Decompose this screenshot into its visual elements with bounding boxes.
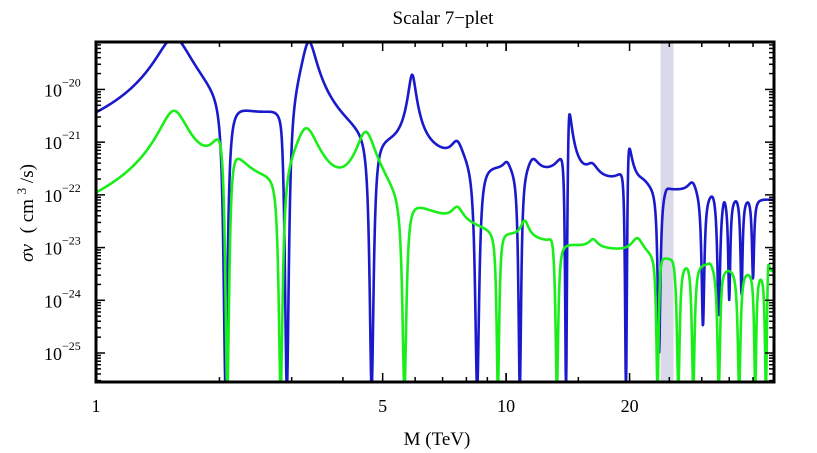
y-axis-label-units-suffix: /s) bbox=[17, 164, 38, 183]
highlight-band bbox=[660, 42, 674, 382]
series-line-green bbox=[96, 109, 774, 382]
y-tick-label-exponent: −23 bbox=[62, 234, 81, 248]
y-tick-label: 10 bbox=[44, 80, 62, 100]
y-tick-label-base: 10 bbox=[44, 344, 62, 364]
y-tick-label-base: 10 bbox=[44, 133, 62, 153]
y-tick-label-exponent: −21 bbox=[62, 128, 81, 142]
y-tick-label-base: 10 bbox=[44, 186, 62, 206]
y-tick-label-base: 10 bbox=[44, 291, 62, 311]
y-tick-label-exponent: −25 bbox=[62, 339, 81, 353]
y-tick-label-exponent: −20 bbox=[62, 75, 81, 89]
plot-frame bbox=[94, 40, 776, 384]
series-line-blue bbox=[96, 42, 774, 382]
chart-title: Scalar 7−plet bbox=[393, 8, 495, 29]
y-tick-label-exponent: −22 bbox=[62, 181, 81, 195]
y-tick-label-base: 10 bbox=[44, 80, 62, 100]
x-tick-label: 20 bbox=[621, 396, 639, 416]
x-tick-label: 5 bbox=[378, 396, 387, 416]
y-axis-label-symbol: σv bbox=[17, 244, 38, 262]
y-axis-label: σv ( cm 3 /s) bbox=[10, 164, 38, 262]
y-tick-label: 10 bbox=[44, 291, 62, 311]
y-axis-label-units-exp: 3 bbox=[14, 188, 29, 195]
y-tick-label: 10 bbox=[44, 239, 62, 259]
y-tick-label: 10 bbox=[44, 133, 62, 153]
x-tick-label: 1 bbox=[92, 396, 101, 416]
x-axis-label: M (TeV) bbox=[404, 429, 471, 450]
y-tick-label-exponent: −24 bbox=[62, 286, 81, 300]
y-tick-label: 10 bbox=[44, 186, 62, 206]
y-tick-label-base: 10 bbox=[44, 239, 62, 259]
y-axis-label-units-prefix: ( cm bbox=[17, 199, 38, 234]
x-tick-label: 10 bbox=[497, 396, 515, 416]
y-tick-label: 10 bbox=[44, 344, 62, 364]
series-layer bbox=[96, 42, 774, 382]
